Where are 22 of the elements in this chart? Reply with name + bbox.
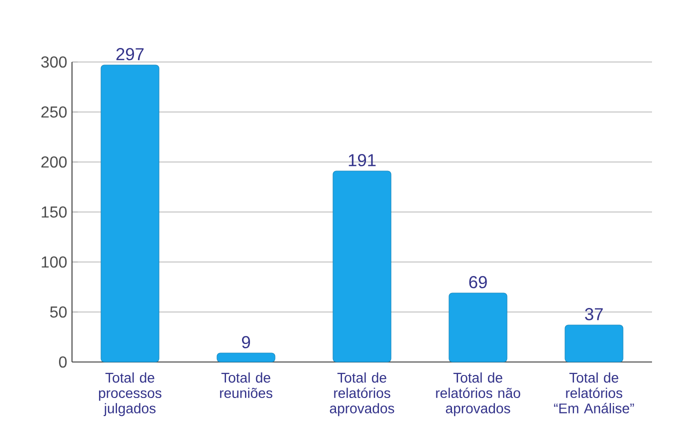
y-tick-label: 50 [50, 306, 67, 318]
data-label: 37 [585, 308, 603, 320]
bar [332, 170, 392, 362]
x-tick-label: Total de processos julgados [99, 372, 162, 416]
x-tick-label: Total de relatórios aprovados [330, 372, 394, 416]
data-label: 297 [116, 48, 144, 60]
y-tick-label: 0 [59, 356, 67, 368]
y-tick-label: 200 [41, 156, 67, 168]
bar [448, 292, 508, 362]
x-tick-label: Total de relatórios “Em Análise” [554, 372, 634, 414]
bar [564, 324, 624, 362]
y-tick-label: 100 [42, 256, 67, 268]
x-tick-label: Total de reuniões [220, 372, 272, 398]
data-label: 9 [242, 336, 250, 348]
bar [216, 352, 276, 362]
data-label: 191 [348, 154, 376, 166]
y-tick-label: 300 [41, 56, 67, 68]
y-tick-label: 150 [42, 206, 67, 218]
bar [100, 64, 160, 362]
data-label: 69 [469, 276, 487, 288]
y-tick-label: 250 [41, 106, 67, 118]
x-tick-label: Total de relatórios não aprovados [436, 372, 520, 416]
